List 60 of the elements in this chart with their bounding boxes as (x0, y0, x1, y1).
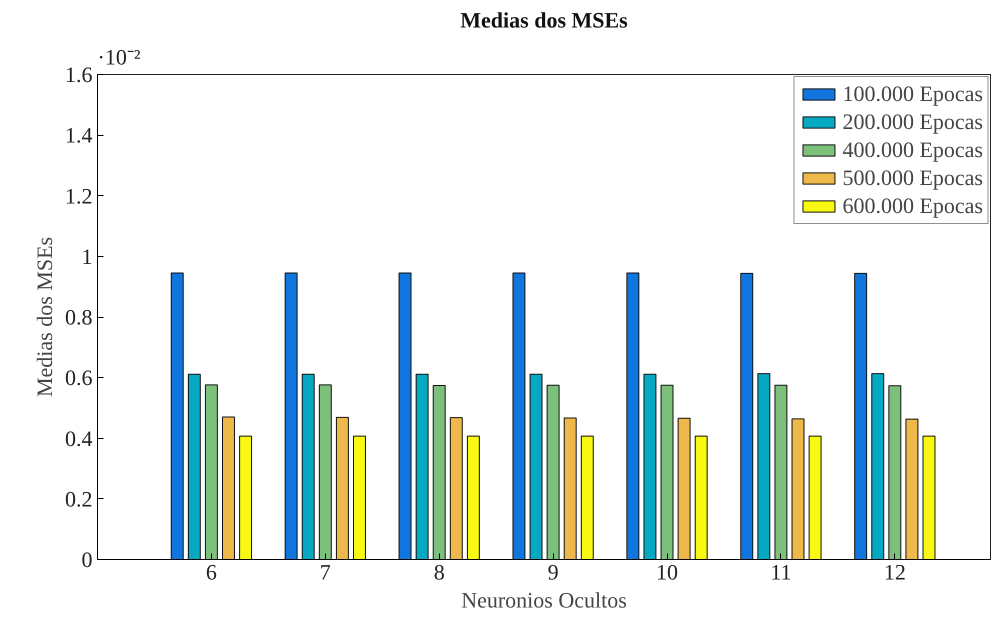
y-tick-label: 0.2 (65, 486, 92, 512)
bar (284, 272, 298, 560)
bar (888, 385, 902, 560)
bar (694, 436, 708, 560)
bar (660, 384, 674, 560)
bar (512, 272, 526, 560)
bar (398, 272, 412, 560)
bar (792, 418, 804, 560)
x-tick-label: 10 (656, 560, 678, 584)
y-tick-label: 1.6 (65, 62, 92, 87)
bar (302, 374, 315, 560)
y-tick-label: 0 (82, 547, 92, 572)
x-tick-label: 12 (884, 560, 906, 584)
bar (757, 373, 770, 560)
y-tick-label: 1.2 (65, 183, 92, 208)
x-tick-label: 9 (548, 560, 559, 584)
legend-label: 200.000 Epocas (842, 109, 983, 135)
bar (643, 374, 656, 560)
y-axis-title: Medias dos MSEs (32, 236, 57, 398)
bar (564, 417, 577, 560)
bar (188, 374, 201, 560)
bar (432, 385, 446, 560)
bar (922, 436, 936, 560)
bar (808, 436, 822, 560)
bar (239, 436, 252, 560)
bar (450, 417, 463, 560)
chart-title: Medias dos MSEs (460, 8, 628, 32)
legend-label: 500.000 Epocas (842, 165, 983, 191)
legend-label: 400.000 Epocas (842, 137, 983, 163)
y-tick-label: 0.6 (65, 365, 92, 390)
bar (416, 374, 429, 560)
bar (318, 384, 332, 560)
x-tick-label: 6 (206, 560, 217, 584)
bar (336, 416, 349, 560)
x-tick-label: 11 (770, 560, 792, 584)
y-tick-label: 1.4 (65, 122, 92, 148)
bar (204, 384, 218, 560)
bar (854, 272, 868, 560)
x-tick-label: 7 (320, 560, 331, 584)
bar (530, 374, 543, 560)
x-tick-label: 8 (434, 560, 445, 584)
bar (546, 384, 560, 560)
x-axis-title: Neuronios Ocultos (461, 588, 627, 612)
bar (352, 436, 366, 560)
bar (466, 436, 480, 560)
bar (170, 272, 184, 560)
y-tick-label: 1 (82, 244, 92, 269)
bar (740, 272, 754, 560)
bar (905, 418, 918, 560)
bar (871, 373, 884, 560)
y-tick-label: 0.8 (65, 304, 92, 330)
bar (678, 418, 691, 560)
y-tick-label: 0.4 (65, 426, 92, 451)
bar (626, 272, 640, 560)
legend-label: 100.000 Epocas (842, 81, 983, 107)
bar (774, 384, 788, 560)
legend-label: 600.000 Epocas (842, 193, 983, 219)
bar (580, 436, 594, 560)
bar (222, 416, 235, 560)
text: ·10⁻² (98, 44, 141, 70)
